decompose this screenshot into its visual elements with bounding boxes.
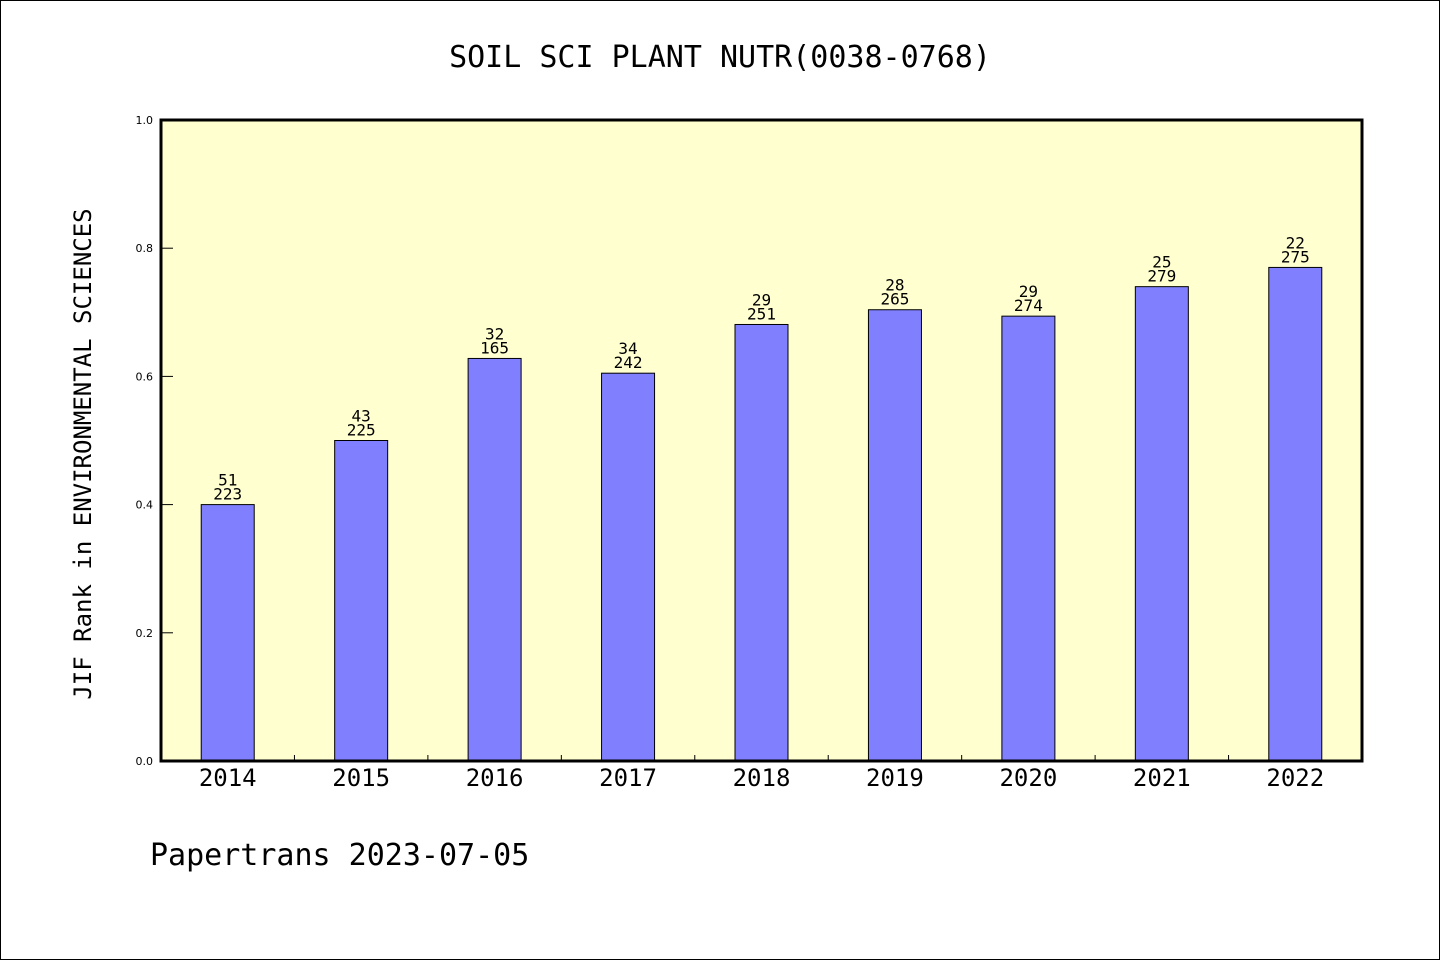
chart-title: SOIL SCI PLANT NUTR(0038-0768) (449, 40, 991, 75)
bar-rank-label: 22 (1286, 233, 1305, 252)
bar-total-label: 274 (1014, 296, 1043, 315)
bar (467, 357, 522, 762)
bar-total-label: 242 (614, 353, 643, 372)
bar-rank-label: 43 (352, 407, 371, 426)
bar-total-label: 275 (1281, 247, 1310, 266)
x-tick-label: 2022 (1266, 764, 1324, 792)
bar (1134, 286, 1189, 762)
x-tick-label: 2017 (599, 764, 657, 792)
x-tick-label: 2016 (466, 764, 524, 792)
bar-rank-label: 25 (1152, 253, 1171, 272)
bar (200, 504, 255, 762)
x-tick-label: 2021 (1133, 764, 1191, 792)
bar-rank-label: 29 (1019, 282, 1038, 301)
bar-total-label: 225 (347, 421, 376, 440)
plot-border (159, 118, 1364, 763)
bar-total-label: 251 (747, 304, 776, 323)
y-tick-label: 0.4 (136, 499, 154, 512)
y-tick-label: 0.6 (136, 370, 154, 383)
bar-total-label: 265 (880, 290, 909, 309)
bar (867, 309, 922, 762)
footer-credit: Papertrans 2023-07-05 (150, 838, 529, 873)
y-axis: 0.0 0.2 0.4 0.6 0.8 1.0 (136, 114, 173, 768)
bar-rank-label: 28 (885, 276, 904, 295)
x-tick-label: 2018 (733, 764, 791, 792)
x-tick-label: 2019 (866, 764, 924, 792)
y-tick-label: 1.0 (136, 114, 154, 127)
bar (601, 372, 656, 762)
x-axis: 2014 2015 2016 2017 2018 2019 2020 2021 2022 (199, 755, 1324, 792)
y-tick-label: 0.2 (136, 627, 154, 640)
bar (734, 323, 789, 762)
x-tick-label: 2014 (199, 764, 257, 792)
y-tick-label: 0.0 (136, 755, 154, 768)
bar-total-label: 223 (213, 485, 242, 504)
x-tick-label: 2015 (332, 764, 390, 792)
bar-total-label: 279 (1147, 267, 1176, 286)
bar (1001, 315, 1056, 762)
bar-rank-label: 34 (618, 339, 637, 358)
y-axis-label: JIF Rank in ENVIRONMENTAL SCIENCES (69, 208, 97, 699)
x-tick-label: 2020 (999, 764, 1057, 792)
bar (334, 440, 389, 762)
bar (1268, 266, 1323, 762)
bar-rank-label: 51 (218, 471, 237, 490)
bar-total-label: 165 (480, 338, 509, 357)
y-tick-label: 0.8 (136, 242, 154, 255)
bar-rank-label: 29 (752, 290, 771, 309)
bar-rank-label: 32 (485, 324, 504, 343)
